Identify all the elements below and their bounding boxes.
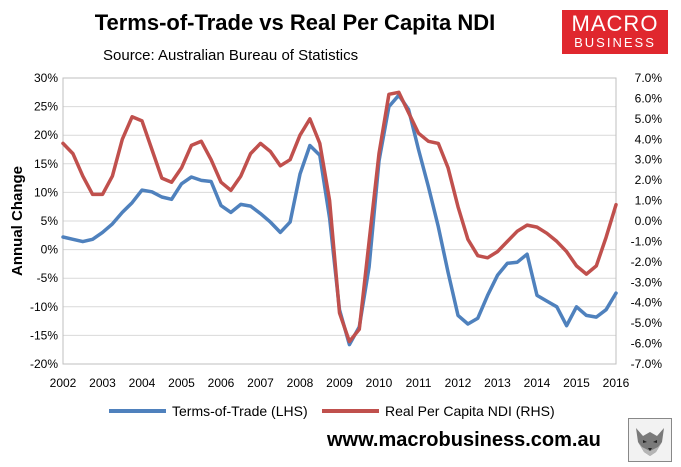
logo-text-business: BUSINESS bbox=[574, 35, 656, 50]
y-right-tick-label: -4.0% bbox=[631, 296, 663, 310]
chart-subtitle: Source: Australian Bureau of Statistics bbox=[103, 47, 359, 64]
y-left-tick-label: 0% bbox=[41, 243, 59, 257]
y-right-tick-label: -6.0% bbox=[631, 337, 663, 351]
y-right-tick-label: 1.0% bbox=[635, 194, 663, 208]
y-right-tick-label: 3.0% bbox=[635, 153, 663, 167]
y-right-tick-label: -5.0% bbox=[631, 316, 663, 330]
y-left-tick-label: -20% bbox=[30, 357, 58, 371]
x-tick-label: 2006 bbox=[208, 376, 235, 390]
grid-lines bbox=[63, 77, 616, 365]
y-left-tick-label: 15% bbox=[34, 157, 58, 171]
y-right-tick-label: -2.0% bbox=[631, 255, 663, 269]
x-tick-label: 2009 bbox=[326, 376, 353, 390]
y-right-tick-label: -1.0% bbox=[631, 234, 663, 248]
legend-label-terms-of-trade: Terms-of-Trade (LHS) bbox=[172, 403, 308, 419]
x-tick-label: 2014 bbox=[524, 376, 551, 390]
x-axis-ticks: 2002 2003 2004 2005 2006 2007 2008 2009 2010 2011… bbox=[50, 376, 630, 390]
x-tick-label: 2011 bbox=[406, 376, 432, 390]
x-tick-label: 2004 bbox=[129, 376, 156, 390]
series-lines bbox=[61, 90, 618, 347]
wolf-logo-icon bbox=[628, 418, 672, 462]
y-right-tick-label: -7.0% bbox=[631, 357, 663, 371]
y-left-tick-label: 20% bbox=[34, 128, 58, 142]
y-right-tick-label: 7.0% bbox=[635, 71, 663, 85]
y-left-tick-label: 10% bbox=[34, 185, 58, 199]
x-tick-label: 2007 bbox=[247, 376, 274, 390]
y-axis-label: Annual Change bbox=[9, 166, 26, 276]
y-left-tick-label: 30% bbox=[34, 71, 58, 85]
right-axis-ticks: -7.0% -6.0% -5.0% -4.0% -3.0% -2.0% -1.0% 0.0% 1… bbox=[631, 71, 663, 371]
macrobusiness-logo[interactable]: MACRO BUSINESS bbox=[562, 10, 668, 54]
logo-text-macro: MACRO bbox=[571, 11, 659, 36]
legend: Terms-of-Trade (LHS) Real Per Capita NDI… bbox=[109, 403, 555, 419]
legend-label-ndi: Real Per Capita NDI (RHS) bbox=[385, 403, 555, 419]
y-left-tick-label: 25% bbox=[34, 100, 58, 114]
y-right-tick-label: 4.0% bbox=[635, 132, 663, 146]
y-right-tick-label: -3.0% bbox=[631, 275, 663, 289]
chart-title: Terms-of-Trade vs Real Per Capita NDI bbox=[94, 10, 496, 35]
series-line-ndi bbox=[61, 90, 618, 344]
x-tick-label: 2016 bbox=[603, 376, 630, 390]
y-left-tick-label: -5% bbox=[37, 271, 59, 285]
x-tick-label: 2012 bbox=[445, 376, 472, 390]
x-tick-label: 2008 bbox=[287, 376, 314, 390]
y-right-tick-label: 6.0% bbox=[635, 91, 663, 105]
y-right-tick-label: 2.0% bbox=[635, 173, 663, 187]
left-axis-ticks: -20% -15% -10% -5% 0% 5% 10% 15% 20% 25% 30% bbox=[30, 71, 58, 371]
x-tick-label: 2010 bbox=[366, 376, 393, 390]
y-left-tick-label: 5% bbox=[41, 214, 59, 228]
website-url: www.macrobusiness.com.au bbox=[327, 429, 601, 451]
plot-area-border bbox=[62, 77, 617, 365]
y-right-tick-label: 0.0% bbox=[635, 214, 663, 228]
x-tick-label: 2013 bbox=[484, 376, 511, 390]
x-tick-label: 2003 bbox=[89, 376, 116, 390]
y-left-tick-label: -10% bbox=[30, 300, 58, 314]
x-tick-label: 2005 bbox=[168, 376, 195, 390]
x-tick-label: 2015 bbox=[563, 376, 590, 390]
x-tick-label: 2002 bbox=[50, 376, 77, 390]
y-right-tick-label: 5.0% bbox=[635, 112, 663, 126]
y-left-tick-label: -15% bbox=[30, 328, 58, 342]
